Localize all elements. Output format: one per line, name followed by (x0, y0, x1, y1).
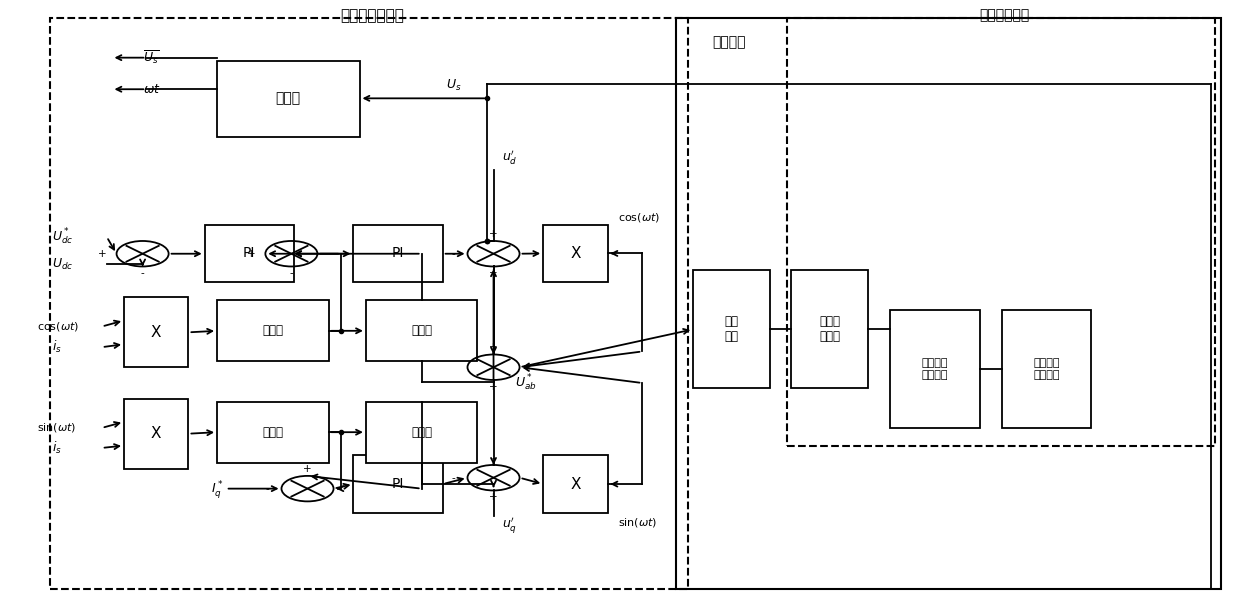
Text: $u_q'$: $u_q'$ (502, 515, 517, 535)
Text: -: - (289, 268, 294, 279)
Text: $u_d'$: $u_d'$ (502, 149, 518, 167)
Text: 解耦项: 解耦项 (412, 426, 432, 439)
Text: $\omega t$: $\omega t$ (143, 83, 160, 96)
Text: -: - (451, 249, 455, 259)
Text: X: X (570, 246, 580, 261)
Text: 滤波器: 滤波器 (263, 426, 283, 439)
Text: $U_{dc}$: $U_{dc}$ (52, 257, 73, 271)
Text: 锁相环: 锁相环 (275, 92, 301, 106)
Text: $i_s$: $i_s$ (52, 440, 62, 456)
Text: +: + (490, 268, 497, 279)
Text: $U_{dc}^*$: $U_{dc}^*$ (52, 226, 73, 247)
Bar (676, 18, 1221, 589)
Bar (217, 300, 329, 361)
Text: -: - (491, 453, 496, 463)
Text: $\overline{U_s}$: $\overline{U_s}$ (143, 49, 159, 66)
Bar (693, 270, 770, 388)
Text: +: + (247, 249, 255, 259)
Text: $I_q^*$: $I_q^*$ (211, 480, 223, 501)
Bar (791, 270, 868, 388)
Text: +: + (490, 382, 497, 392)
Text: $i_s$: $i_s$ (52, 339, 62, 355)
Text: X: X (151, 325, 161, 340)
Text: $U_s$: $U_s$ (446, 78, 463, 92)
Bar (543, 455, 608, 513)
Text: +: + (490, 342, 497, 353)
Text: 四象限控制算法: 四象限控制算法 (340, 8, 404, 22)
Text: PI: PI (243, 246, 255, 260)
Text: PI: PI (392, 246, 404, 260)
Text: 谐波电流
抑制模块: 谐波电流 抑制模块 (1033, 358, 1060, 379)
Text: $\sin(\omega t)$: $\sin(\omega t)$ (37, 421, 77, 435)
Text: 调制算法: 调制算法 (712, 35, 746, 50)
Text: +: + (304, 464, 311, 474)
Bar (366, 402, 477, 463)
Bar (353, 225, 443, 282)
Text: PI: PI (392, 477, 404, 491)
Bar (124, 399, 188, 469)
Text: -: - (265, 484, 269, 493)
Bar (543, 225, 608, 282)
Bar (1002, 310, 1091, 428)
Text: +: + (490, 492, 497, 503)
Bar (787, 18, 1215, 446)
Bar (217, 402, 329, 463)
Text: 四象限
变流器: 四象限 变流器 (820, 315, 839, 344)
Text: 滤波器: 滤波器 (263, 324, 283, 337)
Text: -: - (451, 473, 455, 483)
Text: +: + (490, 229, 497, 239)
Bar (50, 18, 688, 589)
Bar (366, 300, 477, 361)
Text: 脉冲
调制: 脉冲 调制 (724, 315, 739, 344)
Text: $U_{ab}^*$: $U_{ab}^*$ (515, 372, 536, 393)
Text: 解耦项: 解耦项 (412, 324, 432, 337)
Bar (890, 310, 980, 428)
Text: -: - (140, 268, 145, 279)
Text: $\cos(\omega t)$: $\cos(\omega t)$ (37, 320, 79, 333)
Text: X: X (570, 476, 580, 492)
Text: $\sin(\omega t)$: $\sin(\omega t)$ (618, 515, 657, 529)
Text: X: X (151, 426, 161, 441)
Text: 谐波电流
提取模块: 谐波电流 提取模块 (921, 358, 949, 379)
Bar (124, 297, 188, 367)
Text: +: + (98, 249, 107, 259)
Bar (205, 225, 294, 282)
Text: $\cos(\omega t)$: $\cos(\omega t)$ (618, 211, 660, 224)
Bar (353, 455, 443, 513)
Text: 谐波抑制算法: 谐波抑制算法 (980, 8, 1029, 22)
Bar (217, 61, 360, 137)
